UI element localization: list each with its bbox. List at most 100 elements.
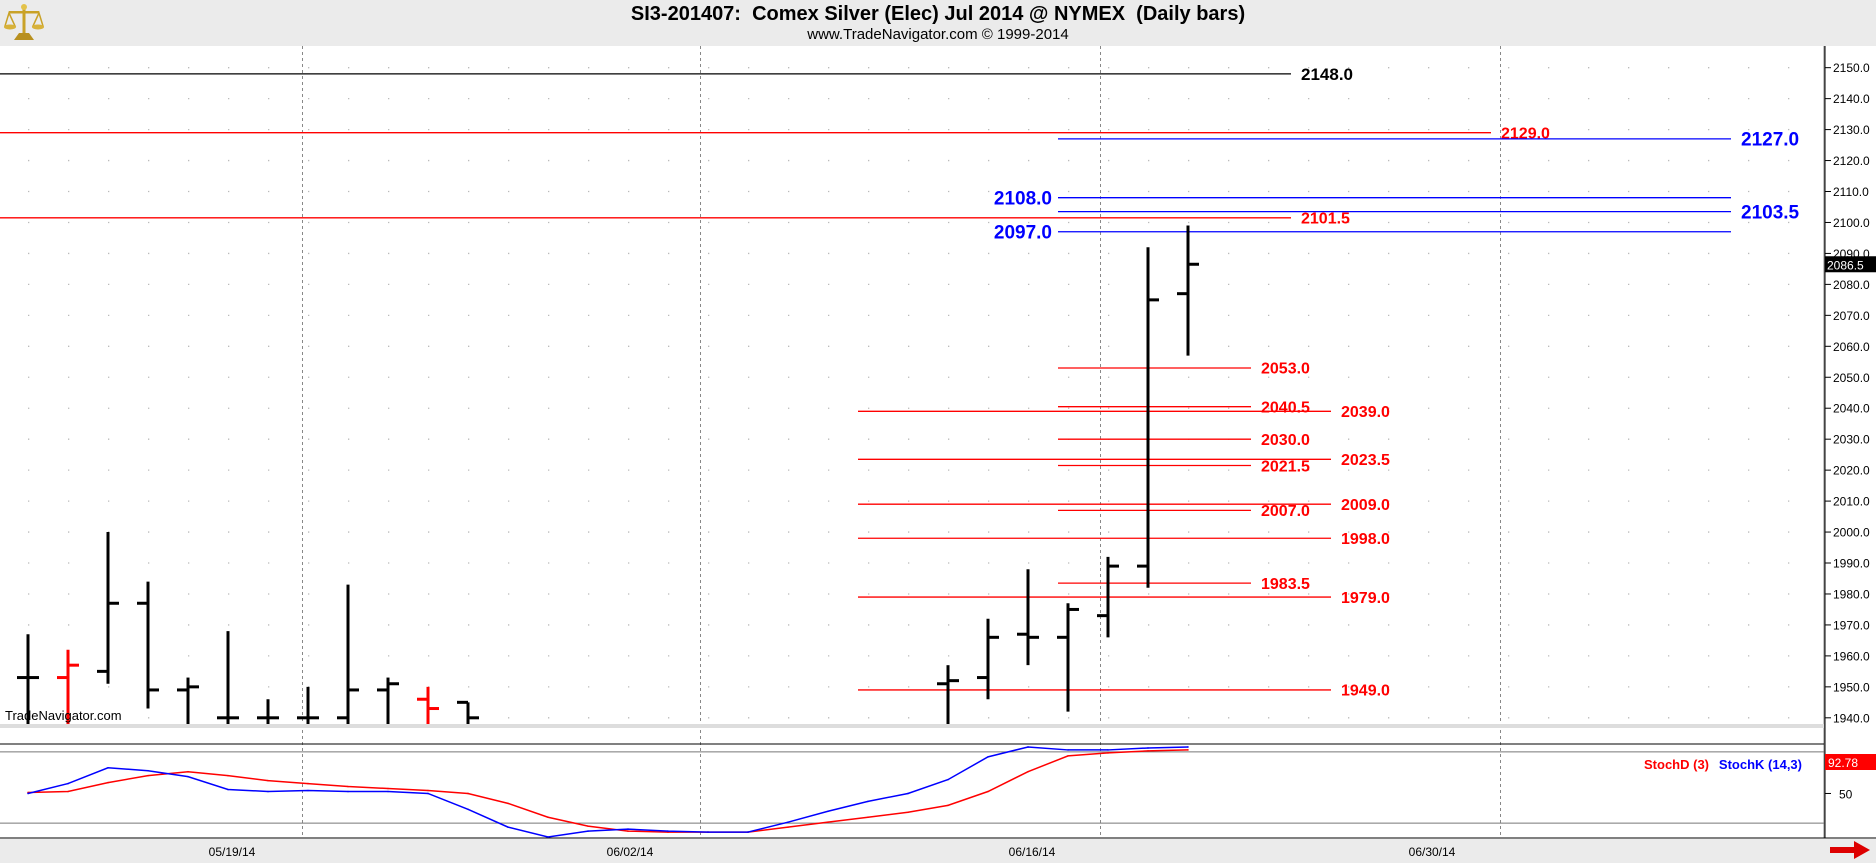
y-tick-label-2070.0: 2070.0 — [1833, 309, 1870, 323]
y-tick-label-1940.0: 1940.0 — [1833, 711, 1870, 725]
y-tick-label-1960.0: 1960.0 — [1833, 649, 1870, 663]
level-label-2021.5: 2021.5 — [1261, 458, 1310, 475]
level-label-2097.0: 2097.0 — [994, 223, 1052, 244]
level-label-1949.0: 1949.0 — [1341, 683, 1390, 700]
stoch-point-1-18 — [747, 831, 749, 833]
y-tick-label-2120.0: 2120.0 — [1833, 154, 1870, 168]
stoch-point-1-4 — [187, 775, 189, 778]
last-price-label: 2086.5 — [1827, 258, 1864, 272]
chart-subtitle: www.TradeNavigator.com © 1999-2014 — [807, 26, 1069, 43]
stoch-y-tick-label: 50 — [1839, 787, 1853, 801]
stoch-point-1-25 — [1027, 746, 1029, 748]
y-tick-label-1990.0: 1990.0 — [1833, 557, 1870, 571]
stoch-point-0-10 — [427, 789, 429, 792]
level-label-2039.0: 2039.0 — [1341, 404, 1390, 421]
stoch-point-0-22 — [907, 811, 909, 814]
stoch-point-0-27 — [1107, 752, 1109, 754]
level-label-2053.0: 2053.0 — [1261, 361, 1310, 378]
stoch-point-0-5 — [227, 774, 229, 777]
stoch-point-0-4 — [187, 770, 189, 773]
stoch-point-1-8 — [347, 790, 349, 793]
level-label-2040.5: 2040.5 — [1261, 399, 1310, 416]
y-tick-label-2100.0: 2100.0 — [1833, 216, 1870, 230]
stoch-point-1-0 — [27, 792, 29, 795]
stoch-point-0-26 — [1067, 755, 1069, 757]
stoch-point-1-15 — [627, 828, 629, 830]
scroll-right-arrow-icon[interactable] — [1830, 841, 1870, 859]
stoch-last-value: 92.78 — [1828, 756, 1858, 770]
stoch-point-0-2 — [107, 781, 109, 784]
stoch-point-1-19 — [787, 821, 789, 823]
stoch-point-0-19 — [787, 826, 789, 828]
level-label-1998.0: 1998.0 — [1341, 531, 1390, 548]
level-label-2007.0: 2007.0 — [1261, 503, 1310, 520]
stoch-point-1-9 — [387, 790, 389, 793]
y-tick-label-2020.0: 2020.0 — [1833, 464, 1870, 478]
stoch-series-stochk — [27, 746, 1189, 838]
y-tick-label-1970.0: 1970.0 — [1833, 618, 1870, 632]
stoch-point-0-9 — [387, 787, 389, 790]
x-tick-label-06/30/14: 06/30/14 — [1409, 845, 1456, 859]
stoch-point-0-12 — [507, 802, 509, 805]
stoch-point-0-28 — [1147, 750, 1149, 752]
stoch-point-1-26 — [1067, 749, 1069, 751]
x-axis-strip — [0, 839, 1876, 863]
x-tick-label-06/16/14: 06/16/14 — [1009, 845, 1056, 859]
stoch-last-badge — [1825, 754, 1876, 770]
level-label-1979.0: 1979.0 — [1341, 590, 1390, 607]
watermark-text: TradeNavigator.com — [5, 708, 122, 723]
stoch-point-1-24 — [987, 756, 989, 758]
grid-dots — [0, 67, 1823, 719]
stoch-point-1-14 — [587, 830, 589, 832]
y-tick-label-2150.0: 2150.0 — [1833, 61, 1870, 75]
x-tick-label-05/19/14: 05/19/14 — [209, 845, 256, 859]
stoch-point-0-6 — [267, 779, 269, 782]
stoch-point-0-11 — [467, 792, 469, 795]
y-tick-label-2080.0: 2080.0 — [1833, 278, 1870, 292]
chart-header: SI3-201407: Comex Silver (Elec) Jul 2014… — [0, 0, 1876, 46]
stoch-point-0-15 — [627, 830, 629, 832]
stoch-point-0-23 — [947, 804, 949, 807]
y-tick-label-2030.0: 2030.0 — [1833, 433, 1870, 447]
stoch-point-0-1 — [67, 790, 69, 793]
y-tick-label-2130.0: 2130.0 — [1833, 123, 1870, 137]
stoch-point-0-7 — [307, 782, 309, 785]
stoch-point-1-23 — [947, 778, 949, 781]
stoch-point-1-11 — [467, 808, 469, 811]
stoch-series-stochd — [27, 749, 1189, 833]
stoch-point-1-3 — [147, 769, 149, 772]
stoch-point-1-27 — [1107, 749, 1109, 751]
stoch-point-0-25 — [1027, 770, 1029, 773]
level-label-2101.5: 2101.5 — [1301, 211, 1350, 228]
y-tick-label-2040.0: 2040.0 — [1833, 402, 1870, 416]
stoch-point-1-28 — [1147, 747, 1149, 749]
level-label-2030.0: 2030.0 — [1261, 432, 1310, 449]
stoch-point-1-10 — [427, 792, 429, 795]
stoch-point-1-17 — [707, 831, 709, 833]
y-tick-label-2140.0: 2140.0 — [1833, 92, 1870, 106]
y-axis-strip — [1825, 46, 1876, 838]
legend-stochd: StochD (3) — [1644, 757, 1709, 772]
last-price-badge — [1825, 256, 1876, 273]
level-label-2129.0: 2129.0 — [1501, 125, 1550, 142]
level-label-2108.0: 2108.0 — [994, 189, 1052, 210]
x-tick-label-06/02/14: 06/02/14 — [607, 845, 654, 859]
stoch-point-0-14 — [587, 825, 589, 827]
level-label-2009.0: 2009.0 — [1341, 497, 1390, 514]
stoch-point-0-13 — [547, 816, 549, 819]
gold-scale-logo-icon[interactable] — [4, 2, 44, 42]
y-tick-label-2000.0: 2000.0 — [1833, 526, 1870, 540]
stoch-point-0-21 — [867, 816, 869, 819]
stoch-point-1-7 — [307, 789, 309, 792]
stoch-point-1-12 — [507, 826, 509, 828]
stoch-point-0-3 — [147, 774, 149, 777]
stoch-point-0-20 — [827, 821, 829, 823]
stoch-point-0-29 — [1187, 749, 1189, 751]
level-label-1983.5: 1983.5 — [1261, 576, 1310, 593]
stoch-point-0-8 — [347, 785, 349, 788]
y-tick-label-1980.0: 1980.0 — [1833, 587, 1870, 601]
stoch-point-1-21 — [867, 800, 869, 803]
stoch-point-1-2 — [107, 766, 109, 769]
